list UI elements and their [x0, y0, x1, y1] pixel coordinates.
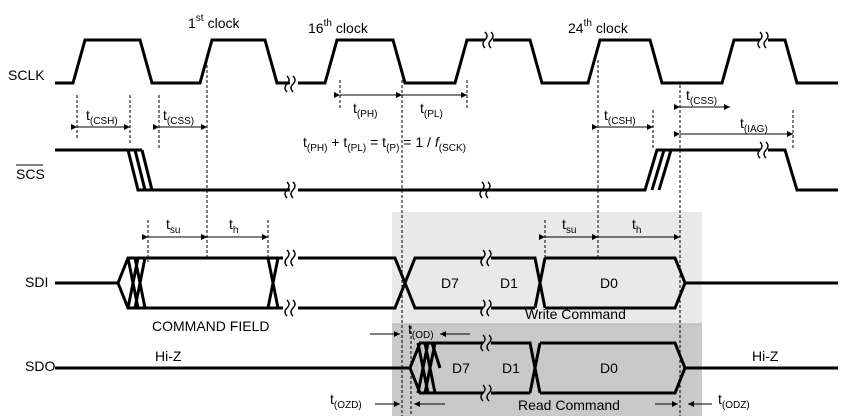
scs-break-3: [757, 141, 769, 159]
read-command-label: Read Command: [518, 397, 620, 413]
sclk-break-high: [482, 31, 494, 49]
scs-fall-edges: [128, 148, 154, 191]
signal-label-sdi: SDI: [25, 274, 48, 290]
label-t-h: th: [229, 216, 238, 236]
sdi-waveform: [55, 256, 838, 310]
sdi-bit-d7: D7: [441, 275, 459, 291]
label-t-csh2: t(CSH): [604, 107, 636, 127]
sclk-waveform: [55, 38, 838, 85]
label-t-css: t(CSS): [163, 107, 194, 127]
clock-label-24th: 24th clock: [568, 18, 629, 36]
sdo-bit-d0: D0: [600, 360, 618, 376]
scs-break-1: [284, 181, 296, 199]
signal-label-sclk: SCLK: [8, 67, 45, 83]
sdi-bit-d1: D1: [500, 275, 518, 291]
sdo-waveform: [55, 341, 838, 395]
write-command-label: Write Command: [525, 306, 626, 322]
read-command-region: [392, 324, 702, 416]
sdo-hiz-right: Hi-Z: [752, 348, 779, 364]
scs-break-2: [479, 181, 491, 199]
command-field-label: COMMAND FIELD: [152, 318, 269, 334]
label-t-odz: t(ODZ): [718, 391, 750, 411]
sdi-break-1: [284, 249, 296, 317]
clock-label-1st: 1st clock: [188, 13, 240, 31]
sclk-break-low: [284, 75, 296, 93]
label-t-css2: t(CSS): [686, 87, 717, 107]
period-equation: t(PH) + t(PL) = t(P) = 1 / f(SCK): [303, 134, 466, 154]
sdi-break-2: [480, 249, 492, 317]
label-t-pl: t(PL): [420, 100, 443, 120]
label-t-csh: t(CSH): [86, 107, 118, 127]
sdo-hiz-left: Hi-Z: [155, 348, 182, 364]
label-t-iag: t(IAG): [740, 115, 768, 135]
write-command-region: [392, 212, 702, 324]
label-t-su: tsu: [166, 216, 180, 236]
signal-label-sdo: SDO: [25, 358, 55, 374]
scs-waveform: [55, 148, 838, 192]
scs-rise-edges: [650, 148, 680, 191]
sdi-bit-d0: D0: [600, 275, 618, 291]
label-t-ozd: t(OZD): [330, 391, 362, 411]
clock-label-16th: 16th clock: [308, 18, 369, 36]
label-t-su2: tsu: [562, 216, 576, 236]
label-t-ph: t(PH): [353, 100, 377, 120]
label-t-h2: th: [632, 216, 641, 236]
label-t-od: t(OD): [408, 321, 434, 341]
signal-label-scs: SCS: [16, 166, 45, 182]
sdo-bit-d7: D7: [452, 360, 470, 376]
sclk-break-high-2: [757, 31, 769, 49]
sdo-break: [480, 334, 492, 402]
sdo-bit-d1: D1: [502, 360, 520, 376]
